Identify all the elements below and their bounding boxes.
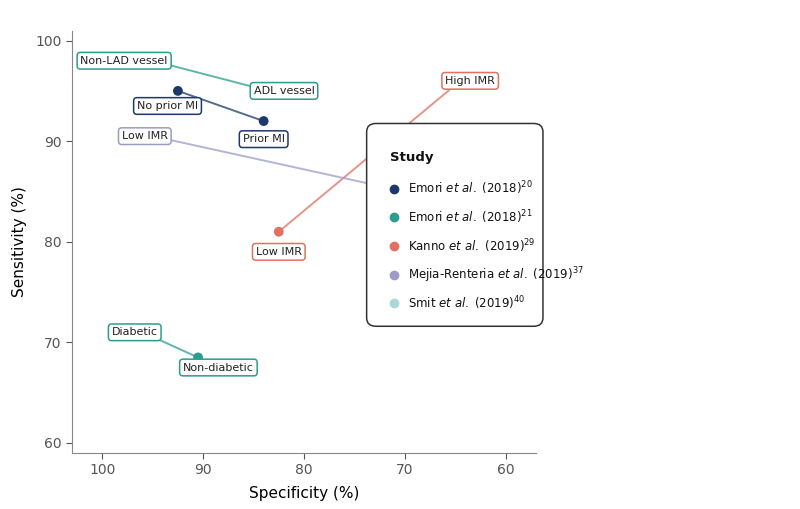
Text: Diabetic: Diabetic [112,327,158,337]
X-axis label: Specificity (%): Specificity (%) [249,486,359,501]
Text: Low IMR: Low IMR [122,131,168,141]
Text: High IMR: High IMR [390,186,440,196]
Point [272,228,285,236]
Point [171,87,184,95]
Text: No prior MI: No prior MI [137,101,198,111]
Point [146,132,159,140]
Text: ADL vessel: ADL vessel [254,86,314,96]
Text: Non-diabetic: Non-diabetic [183,362,254,373]
Text: Study: Study [390,151,434,164]
Point [192,353,205,361]
Text: Prior MI: Prior MI [242,134,285,144]
FancyBboxPatch shape [366,124,543,326]
Point [398,187,411,195]
Text: Low IMR: Low IMR [256,247,302,257]
Text: Smit $\it{et\ al.}$ (2019)$^{40}$: Smit $\it{et\ al.}$ (2019)$^{40}$ [409,295,526,312]
Y-axis label: Sensitivity (%): Sensitivity (%) [12,186,27,297]
Point [262,87,275,95]
Text: Kanno $\it{et\ al.}$ (2019)$^{29}$: Kanno $\it{et\ al.}$ (2019)$^{29}$ [409,237,536,255]
Point [258,117,270,125]
Text: Emori $\it{et\ al.}$ (2018)$^{21}$: Emori $\it{et\ al.}$ (2018)$^{21}$ [409,209,533,226]
Text: High IMR: High IMR [446,76,495,86]
Point [146,56,159,65]
Point [454,77,466,85]
Text: Mejia-Renteria $\it{et\ al.}$ (2019)$^{37}$: Mejia-Renteria $\it{et\ al.}$ (2019)$^{3… [409,265,584,285]
Text: Non-LAD vessel: Non-LAD vessel [81,55,168,66]
Point [136,328,149,336]
Text: Emori $\it{et\ al.}$ (2018)$^{20}$: Emori $\it{et\ al.}$ (2018)$^{20}$ [409,180,534,197]
